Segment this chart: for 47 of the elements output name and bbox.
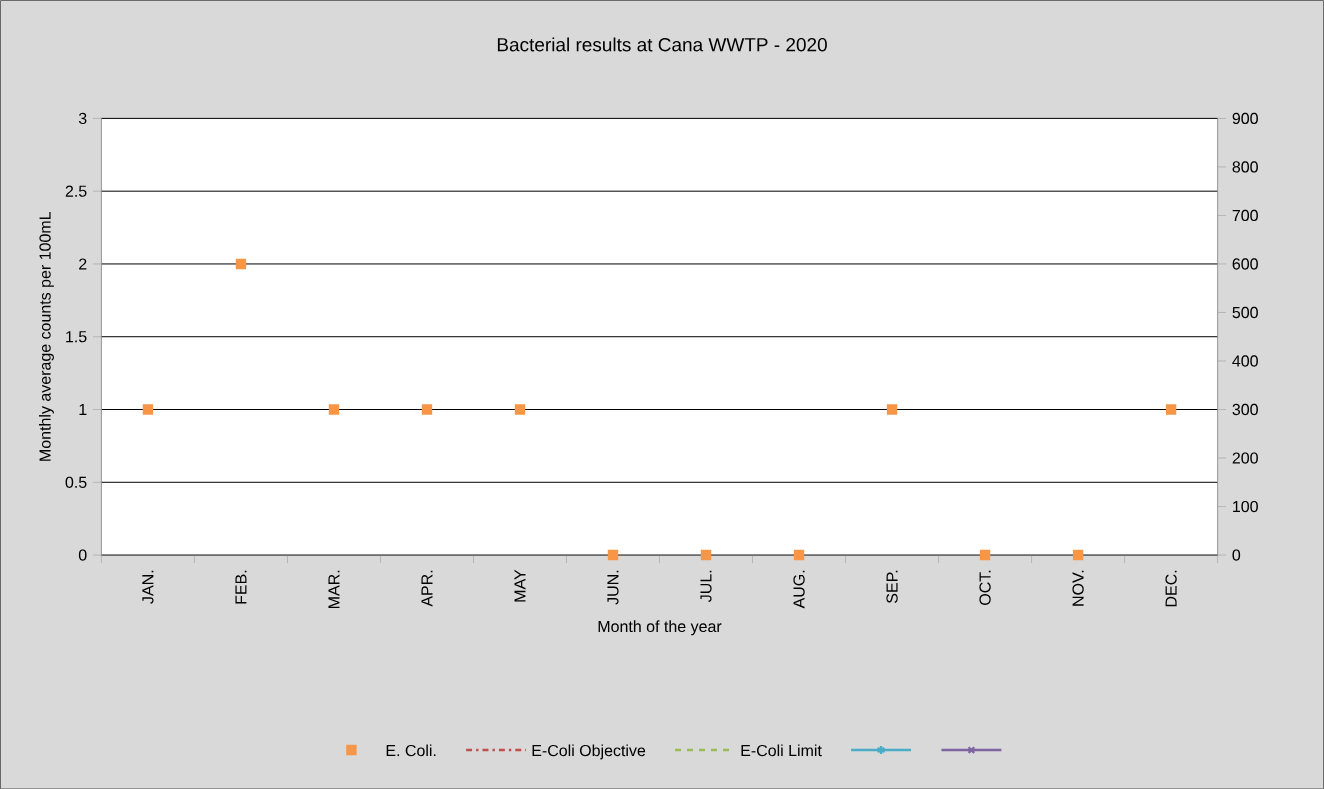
legend-label: E-Coli Objective [532, 744, 646, 760]
y2-tick-label: 700 [1232, 209, 1258, 221]
x-axis-title: Month of the year [598, 620, 722, 636]
legend-label: E-Coli Limit [741, 744, 822, 757]
x-tick-label: JAN. [142, 570, 154, 604]
y-tick-label: 1.5 [66, 330, 87, 343]
point [421, 404, 433, 415]
y-axis-title: Monthly average counts per 100mL [38, 211, 54, 461]
y2-tick-label: 200 [1232, 452, 1258, 464]
x-tick-label: NOV. [1072, 570, 1084, 606]
y-tick-label: 3 [78, 112, 87, 124]
x-tick-label: AUG. [793, 570, 805, 609]
point [328, 404, 340, 415]
y2-tick-label: 0 [1232, 549, 1241, 561]
y2-tick-label: 600 [1232, 258, 1258, 270]
point [1165, 404, 1177, 415]
y-tick-label: 1 [79, 403, 87, 415]
x-tick-label: DEC. [1165, 570, 1177, 607]
point [514, 404, 526, 415]
point [886, 404, 898, 415]
y2-tick-label: 400 [1232, 355, 1258, 367]
x-tick-label: FEB. [235, 570, 247, 604]
x-tick-label: OCT. [979, 570, 991, 605]
point [700, 549, 712, 561]
y-tick-label: 0.5 [65, 476, 87, 488]
y-tick-label: 2 [79, 258, 87, 270]
legend-label: E. Coli. [386, 744, 436, 757]
y2-tick-label: 500 [1232, 306, 1258, 318]
point [142, 404, 154, 415]
y2-tick-label: 100 [1233, 500, 1258, 513]
chart-title: Bacterial results at Cana WWTP - 2020 [497, 37, 827, 52]
x-tick-label: JUL. [700, 570, 712, 602]
point [607, 549, 619, 561]
y2-tick-label: 300 [1232, 403, 1258, 415]
x-tick-label: JUN. [607, 570, 619, 605]
x-tick-label: MAR. [328, 570, 340, 608]
y2-tick-label: 900 [1232, 112, 1258, 124]
point [1072, 549, 1084, 561]
x-tick-label: SEP. [886, 570, 898, 603]
x-tick-label: MAY [514, 569, 526, 602]
point [793, 549, 805, 561]
point [235, 258, 247, 269]
y2-tick-label: 800 [1232, 161, 1258, 173]
y-tick-label: 0 [78, 549, 87, 561]
y-tick-label: 2.5 [65, 185, 87, 197]
x-tick-label: APR. [421, 570, 433, 607]
point [979, 549, 991, 561]
